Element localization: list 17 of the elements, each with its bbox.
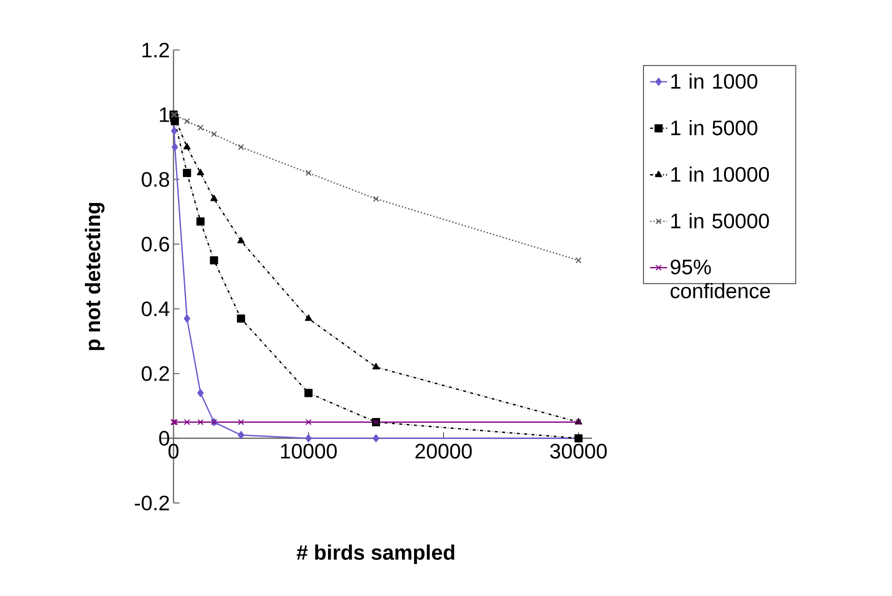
y-tick-label: 1 [160,108,169,122]
y-tick-label: 0.6 [142,236,170,252]
legend-label: 95% confidence [670,260,770,298]
y-tick-label: 0.4 [142,301,170,316]
y-tick-label: 1.2 [142,42,169,58]
y-tick-label: 0.2 [142,366,169,381]
legend-label: 1 in 5000 [671,120,758,136]
legend-label: 1 in 10000 [671,166,769,182]
legend-label: 1 in 1000 [671,73,758,89]
y-tick-label: 0.8 [142,172,170,187]
x-tick-label: 10000 [281,444,337,459]
x-tick-label: 20000 [415,444,472,459]
y-axis-title: p not detecting [84,202,104,350]
y-tick-label: -0.2 [134,496,169,510]
legend-label: 1 in 50000 [671,213,769,228]
x-tick-label: 30000 [550,444,607,459]
x-axis-title: # birds sampled [296,544,454,564]
